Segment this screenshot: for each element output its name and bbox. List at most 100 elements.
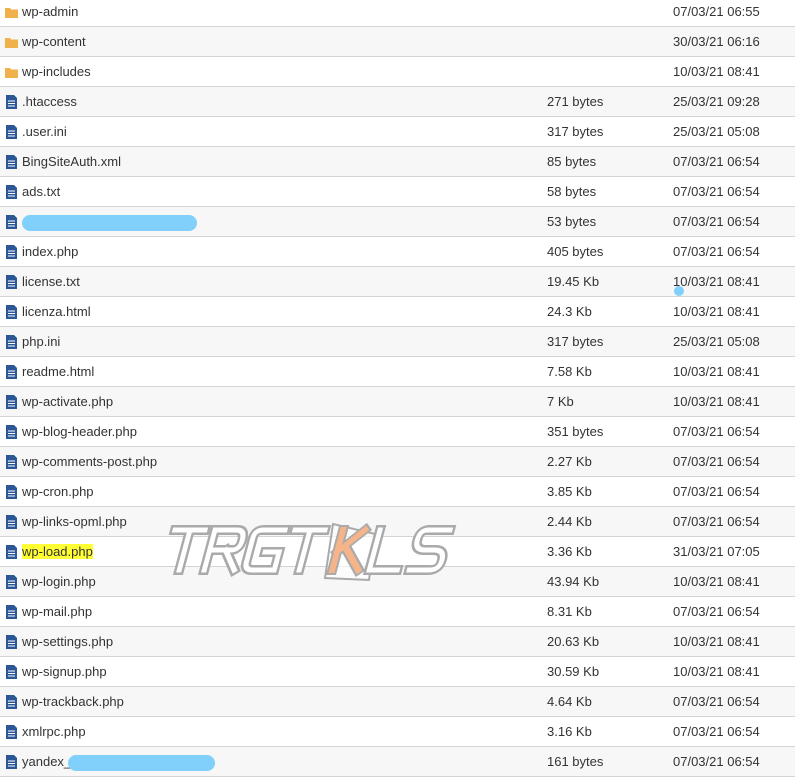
- file-size: 43.94 Kb: [547, 574, 600, 589]
- file-name[interactable]: wp-settings.php: [22, 634, 114, 649]
- file-name[interactable]: .htaccess: [22, 94, 77, 109]
- file-row[interactable]: wp-cron.php 3.85 Kb 07/03/21 06:54: [0, 477, 795, 507]
- file-row[interactable]: wp-content 30/03/21 06:16: [0, 27, 795, 57]
- file-name[interactable]: .user.ini: [22, 124, 67, 139]
- file-icon: [5, 335, 18, 349]
- file-row[interactable]: .htaccess 271 bytes 25/03/21 09:28: [0, 87, 795, 117]
- file-name[interactable]: wp-trackback.php: [22, 694, 124, 709]
- file-icon: [5, 425, 18, 439]
- file-name[interactable]: php.ini: [22, 334, 61, 349]
- file-name[interactable]: license.txt: [22, 274, 80, 289]
- file-row[interactable]: wp-load.php 3.36 Kb 31/03/21 07:05: [0, 537, 795, 567]
- file-name[interactable]: wp-admin: [22, 4, 79, 19]
- file-row[interactable]: yandex_ 161 bytes 07/03/21 06:54: [0, 747, 795, 777]
- file-size: 2.44 Kb: [547, 514, 592, 529]
- file-row[interactable]: .user.ini 317 bytes 25/03/21 05:08: [0, 117, 795, 147]
- file-size: 3.16 Kb: [547, 724, 592, 739]
- file-row[interactable]: wp-login.php 43.94 Kb 10/03/21 08:41: [0, 567, 795, 597]
- file-row[interactable]: license.txt 19.45 Kb 10/03/21 08:41: [0, 267, 795, 297]
- file-row[interactable]: 53 bytes 07/03/21 06:54: [0, 207, 795, 237]
- file-name[interactable]: ads.txt: [22, 184, 61, 199]
- file-date: 07/03/21 06:54: [673, 214, 760, 229]
- redaction-mark: [22, 215, 197, 231]
- file-date: 07/03/21 06:54: [673, 724, 760, 739]
- file-icon: [5, 665, 18, 679]
- file-name[interactable]: index.php: [22, 244, 79, 259]
- file-icon: [5, 125, 18, 139]
- file-row[interactable]: wp-admin 07/03/21 06:55: [0, 0, 795, 27]
- file-date: 10/03/21 08:41: [673, 574, 760, 589]
- file-icon: [5, 755, 18, 769]
- file-row[interactable]: wp-mail.php 8.31 Kb 07/03/21 06:54: [0, 597, 795, 627]
- file-date: 07/03/21 06:54: [673, 424, 760, 439]
- file-row[interactable]: php.ini 317 bytes 25/03/21 05:08: [0, 327, 795, 357]
- file-icon: [5, 305, 18, 319]
- file-row[interactable]: wp-includes 10/03/21 08:41: [0, 57, 795, 87]
- file-row[interactable]: licenza.html 24.3 Kb 10/03/21 08:41: [0, 297, 795, 327]
- file-size: 7 Kb: [547, 394, 574, 409]
- file-name[interactable]: wp-login.php: [22, 574, 96, 589]
- file-row[interactable]: wp-activate.php 7 Kb 10/03/21 08:41: [0, 387, 795, 417]
- file-name[interactable]: readme.html: [22, 364, 95, 379]
- file-icon: [5, 605, 18, 619]
- file-icon: [5, 695, 18, 709]
- file-name[interactable]: xmlrpc.php: [22, 724, 86, 739]
- file-icon: [5, 215, 18, 229]
- file-row[interactable]: ads.txt 58 bytes 07/03/21 06:54: [0, 177, 795, 207]
- file-name[interactable]: wp-includes: [22, 64, 91, 79]
- file-icon: [5, 365, 18, 379]
- file-size: 351 bytes: [547, 424, 604, 439]
- file-date: 10/03/21 08:41: [673, 634, 760, 649]
- file-name[interactable]: wp-mail.php: [22, 604, 93, 619]
- file-date: 10/03/21 08:41: [673, 364, 760, 379]
- file-size: 317 bytes: [547, 334, 604, 349]
- file-row[interactable]: wp-signup.php 30.59 Kb 10/03/21 08:41: [0, 657, 795, 687]
- file-name[interactable]: BingSiteAuth.xml: [22, 154, 121, 169]
- file-name[interactable]: licenza.html: [22, 304, 91, 319]
- file-date: 10/03/21 08:41: [673, 664, 760, 679]
- file-size: 2.27 Kb: [547, 454, 592, 469]
- file-icon: [5, 545, 18, 559]
- file-size: 161 bytes: [547, 754, 604, 769]
- file-name[interactable]: wp-activate.php: [22, 394, 114, 409]
- file-name[interactable]: wp-load.php: [22, 544, 93, 559]
- file-icon: [5, 575, 18, 589]
- file-row[interactable]: readme.html 7.58 Kb 10/03/21 08:41: [0, 357, 795, 387]
- file-name[interactable]: wp-blog-header.php: [22, 424, 137, 439]
- file-row[interactable]: index.php 405 bytes 07/03/21 06:54: [0, 237, 795, 267]
- file-size: 53 bytes: [547, 214, 597, 229]
- folder-icon: [5, 65, 18, 79]
- folder-icon: [5, 35, 18, 49]
- file-icon: [5, 155, 18, 169]
- file-date: 25/03/21 05:08: [673, 334, 760, 349]
- file-icon: [5, 185, 18, 199]
- file-name[interactable]: yandex_: [22, 754, 72, 769]
- file-date: 10/03/21 08:41: [673, 394, 760, 409]
- file-row[interactable]: BingSiteAuth.xml 85 bytes 07/03/21 06:54: [0, 147, 795, 177]
- file-row[interactable]: wp-trackback.php 4.64 Kb 07/03/21 06:54: [0, 687, 795, 717]
- file-size: 7.58 Kb: [547, 364, 592, 379]
- file-size: 3.36 Kb: [547, 544, 592, 559]
- file-date: 07/03/21 06:54: [673, 754, 760, 769]
- file-row[interactable]: xmlrpc.php 3.16 Kb 07/03/21 06:54: [0, 717, 795, 747]
- file-row[interactable]: wp-blog-header.php 351 bytes 07/03/21 06:5…: [0, 417, 795, 447]
- file-name[interactable]: wp-content: [22, 34, 86, 49]
- file-row[interactable]: wp-comments-post.php 2.27 Kb 07/03/21 06:5…: [0, 447, 795, 477]
- file-size: 4.64 Kb: [547, 694, 592, 709]
- file-icon: [5, 635, 18, 649]
- file-row[interactable]: wp-settings.php 20.63 Kb 10/03/21 08:41: [0, 627, 795, 657]
- file-name[interactable]: wp-cron.php: [22, 484, 94, 499]
- file-row[interactable]: wp-links-opml.php 2.44 Kb 07/03/21 06:54: [0, 507, 795, 537]
- file-size: 24.3 Kb: [547, 304, 592, 319]
- redaction-mark: [68, 755, 215, 771]
- file-date: 10/03/21 08:41: [673, 64, 760, 79]
- file-name[interactable]: wp-signup.php: [22, 664, 107, 679]
- file-date: 07/03/21 06:54: [673, 604, 760, 619]
- file-name[interactable]: wp-links-opml.php: [22, 514, 127, 529]
- file-date: 31/03/21 07:05: [673, 544, 760, 559]
- file-date: 07/03/21 06:54: [673, 244, 760, 259]
- file-date: 07/03/21 06:54: [673, 154, 760, 169]
- file-name[interactable]: wp-comments-post.php: [22, 454, 158, 469]
- file-date: 25/03/21 05:08: [673, 124, 760, 139]
